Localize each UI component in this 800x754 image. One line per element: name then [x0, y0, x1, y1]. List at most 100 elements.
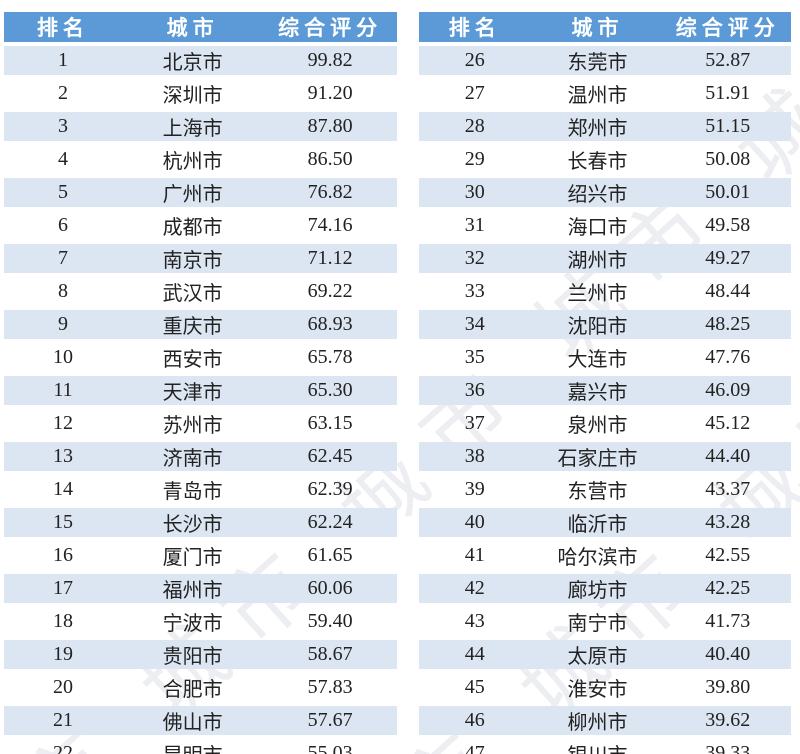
city-ranking-table-right: 排名 城市 综合评分 26 东莞市 52.87 27 温州市 51.91 28 郑州市 51.1… — [419, 8, 791, 754]
table-row: 12 苏州市 63.15 — [4, 409, 397, 438]
rank-cell: 22 — [52, 742, 73, 754]
table-row: 40 临沂市 43.28 — [419, 508, 791, 537]
city-cell: 柳州市 — [530, 706, 665, 735]
city-cell: 重庆市 — [121, 310, 264, 339]
score-cell: 62.39 — [307, 478, 353, 500]
score-cell: 68.93 — [263, 310, 397, 339]
score-cell: 87.80 — [263, 112, 397, 141]
table-row: 9 重庆市 68.93 — [4, 310, 397, 339]
score-cell: 74.16 — [307, 214, 353, 236]
rank-cell: 2 — [57, 82, 68, 104]
city-cell: 厦门市 — [162, 547, 223, 569]
city-cell: 福州市 — [121, 574, 264, 603]
city-cell: 北京市 — [121, 46, 264, 75]
table-row: 45 淮安市 39.80 — [419, 673, 791, 702]
table-row: 3 上海市 87.80 — [4, 112, 397, 141]
table-row: 4 杭州市 86.50 — [4, 145, 397, 174]
table-row: 13 济南市 62.45 — [4, 442, 397, 471]
table-row: 22 昆明市 55.03 — [4, 739, 397, 754]
rank-cell: 34 — [419, 310, 531, 339]
city-cell: 绍兴市 — [530, 178, 665, 207]
table-row: 28 郑州市 51.15 — [419, 112, 791, 141]
table-row: 41 哈尔滨市 42.55 — [419, 541, 791, 570]
table-row: 35 大连市 47.76 — [419, 343, 791, 372]
city-cell: 东营市 — [567, 481, 628, 503]
table-body-left: 1 北京市 99.82 2 深圳市 91.20 3 上海市 87.80 4 杭州市 86.50 5 广州市… — [4, 46, 397, 754]
city-cell: 济南市 — [121, 442, 264, 471]
rank-cell: 27 — [464, 82, 485, 104]
city-cell: 大连市 — [567, 349, 628, 371]
city-cell: 苏州市 — [162, 415, 223, 437]
city-cell: 佛山市 — [121, 706, 264, 735]
score-cell: 39.62 — [664, 706, 791, 735]
score-cell: 57.83 — [307, 676, 353, 698]
rank-cell: 18 — [52, 610, 73, 632]
city-cell: 长春市 — [567, 151, 628, 173]
column-header-score: 综合评分 — [263, 12, 397, 42]
rank-cell: 11 — [4, 376, 122, 405]
rank-cell: 39 — [464, 478, 485, 500]
city-cell: 南宁市 — [567, 613, 628, 635]
score-cell: 43.28 — [664, 508, 791, 537]
rank-cell: 28 — [419, 112, 531, 141]
table-row: 44 太原市 40.40 — [419, 640, 791, 669]
rank-cell: 5 — [4, 178, 122, 207]
city-cell: 武汉市 — [162, 283, 223, 305]
score-cell: 50.01 — [664, 178, 791, 207]
table-row: 6 成都市 74.16 — [4, 211, 397, 240]
city-cell: 廊坊市 — [530, 574, 665, 603]
table-row: 29 长春市 50.08 — [419, 145, 791, 174]
city-cell: 临沂市 — [530, 508, 665, 537]
rank-cell: 9 — [4, 310, 122, 339]
score-cell: 50.08 — [705, 148, 751, 170]
rank-cell: 13 — [4, 442, 122, 471]
table-row: 11 天津市 65.30 — [4, 376, 397, 405]
score-cell: 99.82 — [263, 46, 397, 75]
table-row: 47 银川市 39.33 — [419, 739, 791, 754]
rank-cell: 35 — [464, 346, 485, 368]
rank-cell: 31 — [464, 214, 485, 236]
rank-cell: 12 — [52, 412, 73, 434]
table-row: 21 佛山市 57.67 — [4, 706, 397, 735]
rank-cell: 45 — [464, 676, 485, 698]
city-cell: 长沙市 — [121, 508, 264, 537]
rank-cell: 30 — [419, 178, 531, 207]
rank-cell: 20 — [52, 676, 73, 698]
city-cell: 郑州市 — [530, 112, 665, 141]
score-cell: 71.12 — [263, 244, 397, 273]
city-cell: 昆明市 — [122, 739, 263, 754]
score-cell: 62.45 — [263, 442, 397, 471]
rank-cell: 32 — [419, 244, 531, 273]
rank-cell: 14 — [52, 478, 73, 500]
rank-cell: 40 — [419, 508, 531, 537]
table-header-row: 排名 城市 综合评分 — [419, 12, 791, 42]
rank-cell: 42 — [419, 574, 531, 603]
table-row: 15 长沙市 62.24 — [4, 508, 397, 537]
table-row: 30 绍兴市 50.01 — [419, 178, 791, 207]
city-cell: 深圳市 — [162, 85, 223, 107]
rank-cell: 29 — [464, 148, 485, 170]
rank-cell: 21 — [4, 706, 122, 735]
city-cell: 成都市 — [162, 217, 223, 239]
table-row: 19 贵阳市 58.67 — [4, 640, 397, 669]
rank-cell: 4 — [57, 148, 68, 170]
score-cell: 60.06 — [263, 574, 397, 603]
score-cell: 62.24 — [263, 508, 397, 537]
rank-cell: 47 — [464, 742, 485, 754]
score-cell: 43.37 — [705, 478, 751, 500]
table-row: 2 深圳市 91.20 — [4, 79, 397, 108]
score-cell: 86.50 — [307, 148, 353, 170]
city-cell: 杭州市 — [162, 151, 223, 173]
score-cell: 39.80 — [705, 676, 751, 698]
score-cell: 41.73 — [705, 610, 751, 632]
score-cell: 48.25 — [664, 310, 791, 339]
city-cell: 西安市 — [162, 349, 223, 371]
score-cell: 91.20 — [307, 82, 353, 104]
table-row: 14 青岛市 62.39 — [4, 475, 397, 504]
table-row: 10 西安市 65.78 — [4, 343, 397, 372]
rank-cell: 41 — [464, 544, 485, 566]
column-header-rank: 排名 — [4, 12, 122, 42]
table-row: 37 泉州市 45.12 — [419, 409, 791, 438]
rank-cell: 26 — [419, 46, 531, 75]
